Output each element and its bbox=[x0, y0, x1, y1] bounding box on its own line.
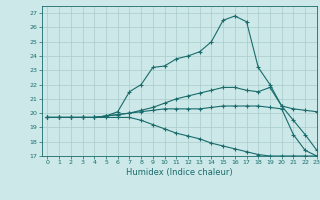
X-axis label: Humidex (Indice chaleur): Humidex (Indice chaleur) bbox=[126, 168, 233, 177]
